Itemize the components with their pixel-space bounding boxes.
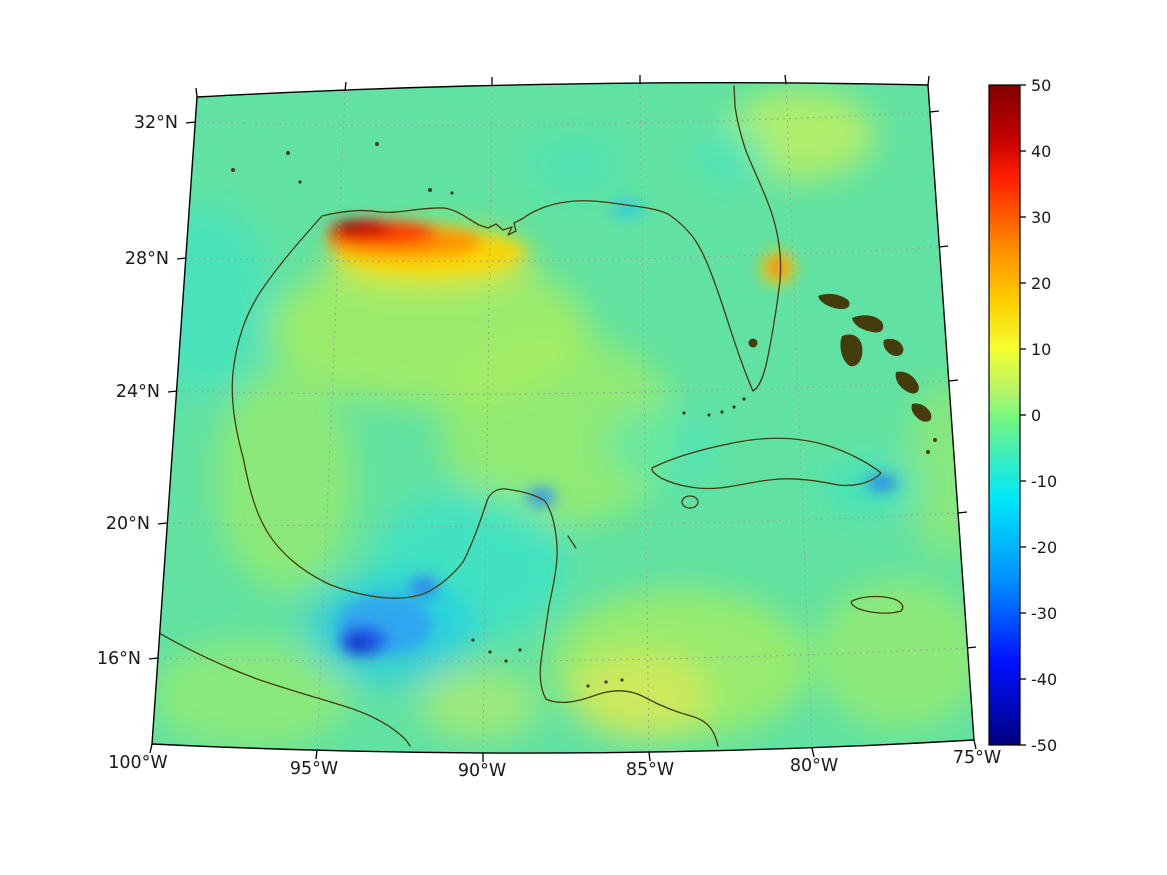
grid-parallel xyxy=(176,380,950,395)
lon-tick-label: 100°W xyxy=(108,753,167,773)
lon-tick-label: 80°W xyxy=(790,756,838,776)
colorbar-tick-label: -10 xyxy=(1031,472,1057,491)
colorbar-tick-label: 30 xyxy=(1031,208,1051,227)
colorbar-tick-label: 20 xyxy=(1031,274,1051,293)
colorbar-labels: 50 40 30 20 10 0 -10 -20 -30 -40 -50 xyxy=(1031,76,1057,755)
longitude-labels: 100°W 95°W 90°W 85°W 80°W 75°W xyxy=(108,748,1001,781)
lon-tick-label: 75°W xyxy=(953,748,1001,768)
coastline-path xyxy=(321,85,782,392)
lat-tick-label: 32°N xyxy=(134,113,178,133)
coastline-path xyxy=(681,495,699,509)
coastline-path xyxy=(567,535,577,549)
map-frame xyxy=(151,82,975,754)
grid-parallel xyxy=(157,647,968,662)
lat-tick-label: 20°N xyxy=(106,514,150,534)
colorbar-tick-label: 10 xyxy=(1031,340,1051,359)
lat-tick-label: 24°N xyxy=(116,382,160,402)
frame-ticks xyxy=(148,74,977,762)
grid-parallel xyxy=(194,111,931,126)
colorbar-tick-label: 40 xyxy=(1031,142,1051,161)
colorbar-tick-label: 0 xyxy=(1031,406,1041,425)
colorbar-ticks xyxy=(1020,84,1026,746)
lon-tick-label: 85°W xyxy=(626,760,674,780)
lat-tick-label: 28°N xyxy=(125,249,169,269)
lon-tick-label: 95°W xyxy=(290,759,338,779)
colorbar-tick-label: -40 xyxy=(1031,670,1057,689)
bahamas-islands xyxy=(818,293,937,454)
colorbar: 50 40 30 20 10 0 -10 -20 -30 -40 -50 xyxy=(988,76,1057,755)
coastline-path xyxy=(651,437,882,490)
grid-meridian xyxy=(785,83,813,749)
colorbar-gradient xyxy=(989,85,1020,745)
colorbar-tick-label: -30 xyxy=(1031,604,1057,623)
colorbar-tick-label: -50 xyxy=(1031,736,1057,755)
graticule xyxy=(157,83,968,754)
coastline-path xyxy=(152,628,411,747)
colorbar-tick-label: 50 xyxy=(1031,76,1051,95)
coastline-path xyxy=(231,215,719,747)
grid-meridian xyxy=(316,90,346,751)
coastlines xyxy=(152,85,937,747)
small-islands-and-lakes xyxy=(231,142,758,688)
latitude-labels: 32°N 28°N 24°N 20°N 16°N xyxy=(97,113,178,669)
coastline-path xyxy=(850,595,904,614)
colorbar-tick-label: -20 xyxy=(1031,538,1057,557)
field-heatmap xyxy=(152,82,974,754)
lat-tick-label: 16°N xyxy=(97,649,141,669)
field-core-layer xyxy=(327,200,898,656)
lon-tick-label: 90°W xyxy=(458,761,506,781)
